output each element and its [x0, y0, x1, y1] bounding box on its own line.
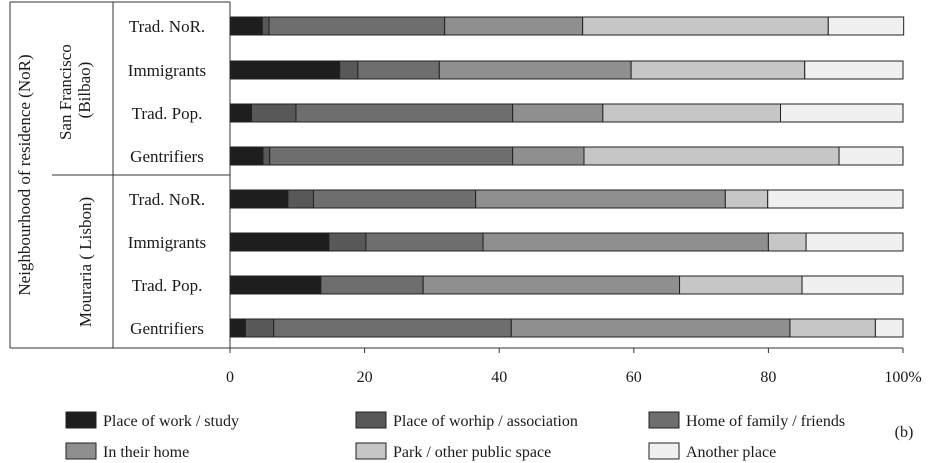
panel-label: (b)	[895, 424, 914, 441]
legend-swatch	[65, 411, 97, 429]
x-tick-label: 40	[491, 369, 507, 386]
bar-segment	[482, 232, 769, 252]
bar-segment	[630, 60, 806, 80]
bar-segment	[805, 232, 904, 252]
bar-segment	[357, 60, 440, 80]
bar-segment	[827, 16, 905, 36]
row-label: Trad. NoR.	[129, 17, 205, 36]
bar-segment	[583, 146, 840, 166]
bar-segment	[444, 16, 584, 36]
bar-segment	[328, 232, 367, 252]
bar-segment	[229, 16, 263, 36]
bar-segment	[273, 318, 512, 338]
bar-segment	[269, 146, 514, 166]
bar-segment	[268, 16, 446, 36]
bar-segment	[251, 103, 297, 123]
legend-label: Park / other public space	[393, 444, 551, 461]
x-tick-label: 0	[226, 369, 234, 386]
x-tick-label: 80	[760, 369, 776, 386]
bar-segment	[804, 60, 904, 80]
bar-segment	[438, 60, 632, 80]
legend-label: Home of family / friends	[686, 413, 845, 430]
bar-segment	[679, 275, 803, 295]
bar-segment	[365, 232, 484, 252]
bar-segment	[582, 16, 829, 36]
legend-swatch	[65, 442, 97, 460]
bar-segment	[229, 146, 264, 166]
bar-segment	[767, 232, 807, 252]
bar-segment	[510, 318, 791, 338]
legend-label: In their home	[103, 444, 189, 461]
bar-segment	[229, 318, 246, 338]
x-axis-ticks: 0 20 40 60 80 100%	[226, 348, 922, 386]
bar-segment	[724, 189, 769, 209]
legend-label: Place of worhip / association	[393, 413, 578, 430]
row-label: Gentrifiers	[130, 147, 204, 166]
bar-segment	[512, 103, 604, 123]
bar-segment	[789, 318, 876, 338]
bar-segment	[229, 60, 341, 80]
y-axis-title: Neighbourhood of residence (NoR)	[15, 54, 34, 295]
bar-segment	[261, 16, 270, 36]
bar-segment	[838, 146, 904, 166]
group-label-mouraria: Mouraria ( Lisbon)	[76, 197, 95, 327]
x-tick-label: 100%	[884, 369, 921, 386]
bars	[229, 16, 905, 338]
bar-segment	[295, 103, 514, 123]
bar-segment	[244, 318, 275, 338]
bar-segment	[287, 189, 314, 209]
bar-segment	[475, 189, 726, 209]
bar-segment	[312, 189, 477, 209]
row-labels: Trad. NoR. Immigrants Trad. Pop. Gentrifier…	[128, 17, 206, 338]
bar-segment	[229, 103, 253, 123]
bar-segment	[229, 275, 322, 295]
bar-segment	[422, 275, 681, 295]
bar-segment	[320, 275, 424, 295]
bar-segment	[874, 318, 904, 338]
row-label: Gentrifiers	[130, 319, 204, 338]
row-label: Trad. NoR.	[129, 190, 205, 209]
legend-swatch	[355, 442, 387, 460]
x-tick-label: 20	[357, 369, 373, 386]
legend-swatch	[648, 442, 680, 460]
bar-segment	[262, 146, 271, 166]
chart-frame	[9, 1, 903, 349]
legend-swatch	[648, 411, 680, 429]
bar-segment	[229, 189, 289, 209]
bar-segment	[780, 103, 904, 123]
legend: Place of work / study Place of worhip / a…	[65, 411, 845, 461]
group-label-san-francisco: San Francisco (Bilbao)	[56, 40, 94, 140]
group-label-san-francisco-line-1: San Francisco	[56, 44, 75, 140]
bar-segment	[767, 189, 904, 209]
row-label: Trad. Pop.	[132, 104, 203, 123]
bar-segment	[602, 103, 782, 123]
row-label: Immigrants	[128, 61, 206, 80]
legend-label: Another place	[686, 444, 776, 461]
legend-swatch	[355, 411, 387, 429]
row-label: Immigrants	[128, 233, 206, 252]
x-tick-label: 60	[626, 369, 642, 386]
group-label-san-francisco-line-2: (Bilbao)	[75, 62, 94, 119]
bar-segment	[512, 146, 585, 166]
row-label: Trad. Pop.	[132, 276, 203, 295]
bar-segment	[339, 60, 359, 80]
bar-segment	[229, 232, 330, 252]
bar-segment	[801, 275, 904, 295]
legend-label: Place of work / study	[103, 413, 239, 430]
